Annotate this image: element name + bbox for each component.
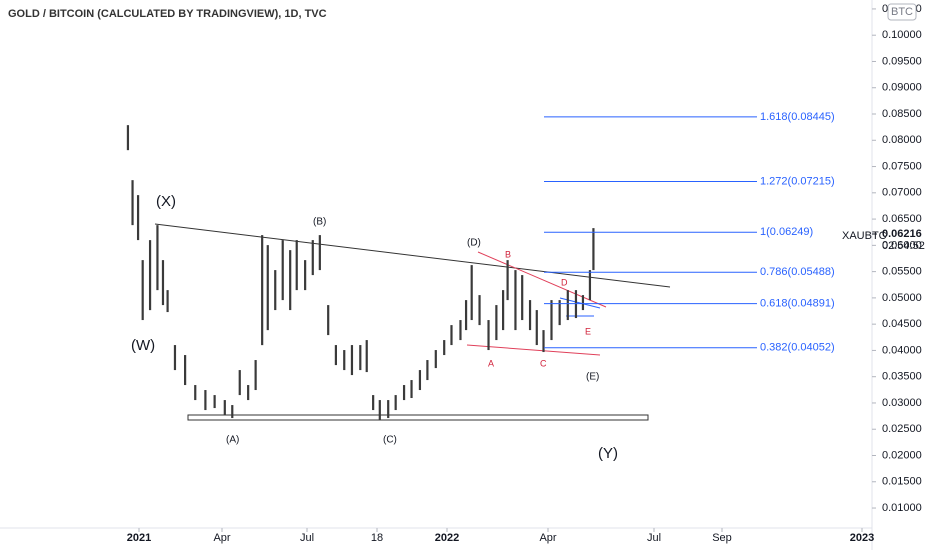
triangle-upper bbox=[477, 251, 607, 308]
fib-label: 0.618(0.04891) bbox=[760, 298, 835, 310]
y-tick-label: 0.05500 bbox=[882, 266, 922, 278]
mini-line bbox=[559, 297, 601, 309]
countdown: 02:54:52 bbox=[882, 240, 925, 252]
y-tick-label: 0.04500 bbox=[882, 318, 922, 330]
fib-label: 1.618(0.08445) bbox=[760, 111, 835, 123]
x-tick-label: 2021 bbox=[127, 532, 151, 544]
symbol-label: XAUBTC bbox=[842, 230, 887, 242]
wave-label: (Y) bbox=[598, 445, 618, 462]
x-tick-label: Jul bbox=[647, 532, 661, 544]
wave-label: D bbox=[561, 277, 568, 287]
currency-box[interactable] bbox=[887, 3, 917, 21]
y-tick-label: 0.01500 bbox=[882, 476, 922, 488]
y-tick-label: 0.03000 bbox=[882, 397, 922, 409]
support-box bbox=[187, 414, 649, 421]
trend-line bbox=[154, 223, 671, 288]
wave-label: (W) bbox=[131, 337, 155, 354]
y-tick-label: 0.05000 bbox=[882, 292, 922, 304]
fib-label: 0.786(0.05488) bbox=[760, 266, 835, 278]
y-tick-label: 0.08500 bbox=[882, 108, 922, 120]
y-tick-label: 0.02000 bbox=[882, 449, 922, 461]
wave-label: (X) bbox=[156, 193, 176, 210]
wave-label: E bbox=[585, 326, 591, 336]
wave-label: C bbox=[540, 358, 547, 368]
x-tick-label: 2022 bbox=[435, 532, 459, 544]
y-tick-label: 0.08000 bbox=[882, 134, 922, 146]
y-tick-label: 0.03500 bbox=[882, 371, 922, 383]
fib-label: 1.272(0.07215) bbox=[760, 175, 835, 187]
x-tick-label: 2023 bbox=[850, 532, 874, 544]
y-tick-label: 0.04000 bbox=[882, 344, 922, 356]
y-tick-label: 0.01000 bbox=[882, 502, 922, 514]
fib-label: 1(0.06249) bbox=[760, 226, 813, 238]
y-tick-label: 0.02500 bbox=[882, 423, 922, 435]
x-tick-label: Apr bbox=[213, 532, 230, 544]
y-tick-label: 0.09000 bbox=[882, 82, 922, 94]
y-tick-label: 0.07500 bbox=[882, 160, 922, 172]
wave-label: (C) bbox=[383, 435, 397, 446]
chart-title: GOLD / BITCOIN (CALCULATED BY TRADINGVIE… bbox=[8, 8, 327, 20]
x-tick-label: Sep bbox=[712, 532, 732, 544]
wave-label: B bbox=[505, 249, 511, 259]
y-tick-label: 0.07000 bbox=[882, 187, 922, 199]
wave-label: A bbox=[488, 358, 494, 368]
wave-label: (B) bbox=[313, 217, 326, 228]
x-tick-label: Apr bbox=[539, 532, 556, 544]
fib-label: 0.382(0.04052) bbox=[760, 342, 835, 354]
y-tick-label: 0.06000 bbox=[882, 239, 922, 251]
y-tick-label: 0.09500 bbox=[882, 55, 922, 67]
wave-label: (E) bbox=[586, 372, 599, 383]
y-tick-label: 0.06500 bbox=[882, 213, 922, 225]
wave-label: (D) bbox=[467, 238, 481, 249]
currency[interactable]: BTC bbox=[891, 6, 913, 18]
x-tick-label: 18 bbox=[371, 532, 383, 544]
y-tick-label: 0.10000 bbox=[882, 29, 922, 41]
wave-label: (A) bbox=[226, 435, 239, 446]
last-price: 0.06216 bbox=[882, 228, 922, 240]
x-tick-label: Jul bbox=[300, 532, 314, 544]
